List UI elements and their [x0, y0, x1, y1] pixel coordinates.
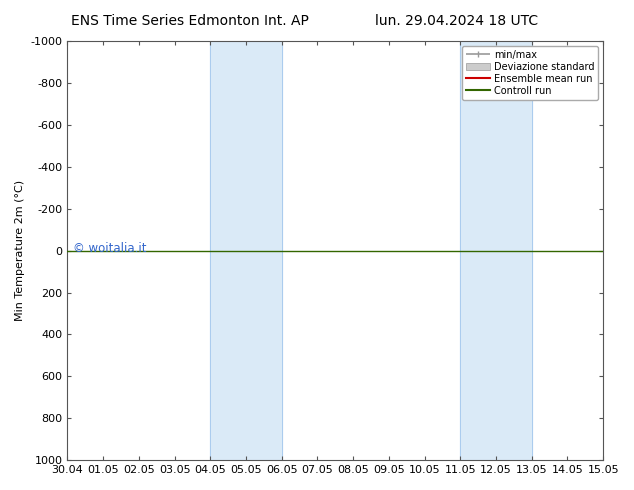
Legend: min/max, Deviazione standard, Ensemble mean run, Controll run: min/max, Deviazione standard, Ensemble m… [462, 46, 598, 99]
Bar [460, 41, 532, 460]
Text: © woitalia.it: © woitalia.it [73, 242, 146, 255]
Text: lun. 29.04.2024 18 UTC: lun. 29.04.2024 18 UTC [375, 14, 538, 28]
Y-axis label: Min Temperature 2m (°C): Min Temperature 2m (°C) [15, 180, 25, 321]
Bar [210, 41, 281, 460]
Text: ENS Time Series Edmonton Int. AP: ENS Time Series Edmonton Int. AP [71, 14, 309, 28]
